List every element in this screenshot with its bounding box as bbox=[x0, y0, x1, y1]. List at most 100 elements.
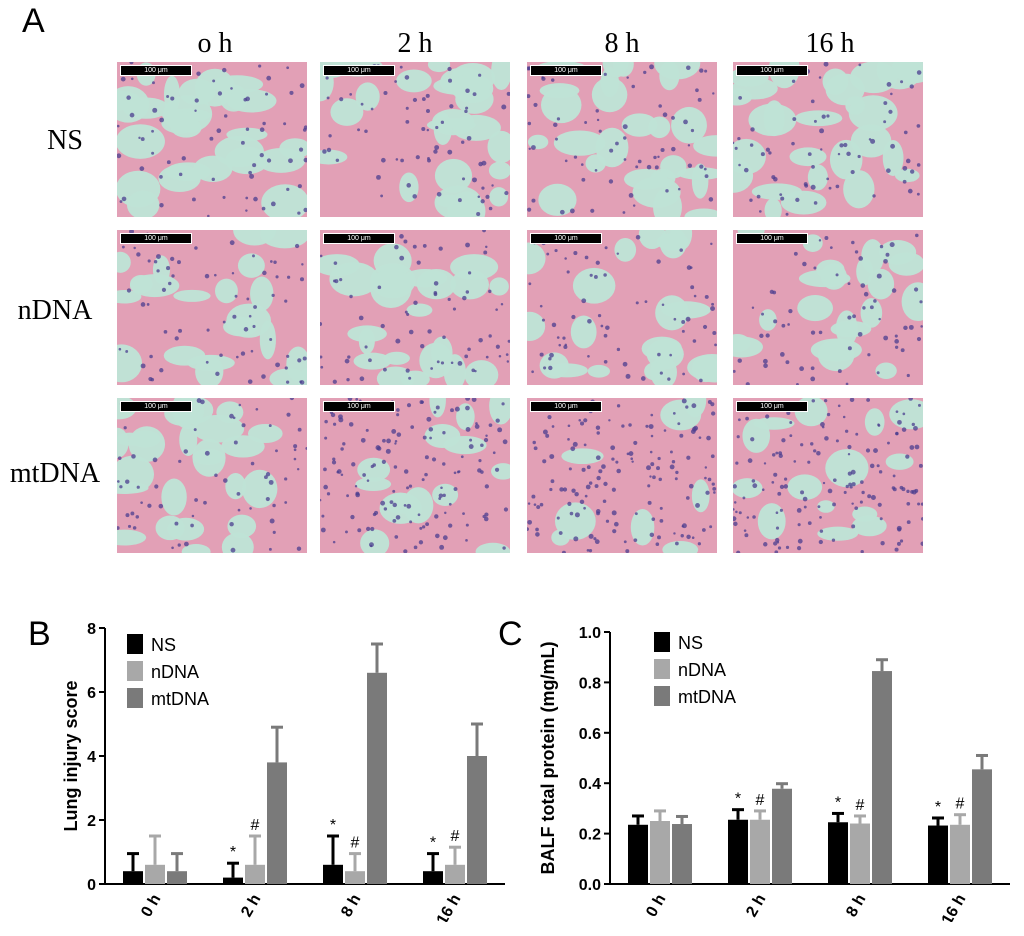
column-label-16h: 16 h bbox=[805, 28, 855, 59]
bar-ns-2 bbox=[828, 822, 848, 884]
significance-mark: # bbox=[956, 796, 965, 813]
micrograph-ndna-3: 100 μm bbox=[733, 230, 923, 385]
bar-ndna-1 bbox=[245, 864, 265, 884]
bar-ns-0 bbox=[628, 824, 648, 884]
bar-ndna-3 bbox=[445, 864, 465, 884]
scale-bar-label: 100 μm bbox=[760, 403, 784, 410]
scale-bar-label: 100 μm bbox=[347, 235, 371, 242]
column-label-8h: 8 h bbox=[604, 28, 640, 59]
y-tick-label: 0.6 bbox=[579, 726, 601, 743]
scale-bar-label: 100 μm bbox=[554, 235, 578, 242]
micrograph-ns-1: 100 μm bbox=[320, 62, 510, 217]
bar-ns-3 bbox=[423, 871, 443, 884]
micrograph-mtdna-3: 100 μm bbox=[733, 398, 923, 553]
significance-mark: # bbox=[251, 817, 260, 834]
lung-tissue-image bbox=[320, 230, 510, 385]
scale-bar: 100 μm bbox=[736, 401, 808, 412]
bar-ndna-0 bbox=[145, 864, 165, 884]
bar-mtdna-1 bbox=[772, 788, 792, 884]
balf-protein-chart: 0.0 0.2 0.4 0.6 0.8 1.0 BALF total protein (mg… bbox=[538, 625, 1010, 923]
row-label-ns: NS bbox=[47, 125, 83, 156]
legend-swatch bbox=[127, 661, 143, 681]
scale-bar: 100 μm bbox=[120, 233, 192, 244]
bar-ns-2 bbox=[323, 864, 343, 884]
bar-ns-1 bbox=[728, 819, 748, 884]
y-tick-label: 0.2 bbox=[579, 827, 601, 844]
significance-mark: * bbox=[230, 844, 236, 861]
lung-tissue-image bbox=[527, 62, 717, 217]
panel-b-letter: B bbox=[28, 615, 51, 653]
scale-bar: 100 μm bbox=[323, 65, 395, 76]
legend-label: NS bbox=[151, 635, 176, 655]
y-axis-label: BALF total protein (mg/mL) bbox=[538, 642, 558, 875]
legend-swatch bbox=[127, 634, 143, 654]
y-tick-label: 4 bbox=[87, 749, 96, 766]
micrograph-ndna-2: 100 μm bbox=[527, 230, 717, 385]
bar-ndna-1 bbox=[750, 819, 770, 884]
scale-bar: 100 μm bbox=[120, 65, 192, 76]
scale-bar-label: 100 μm bbox=[347, 403, 371, 410]
scale-bar-label: 100 μm bbox=[144, 67, 168, 74]
bar-mtdna-2 bbox=[367, 672, 387, 884]
scale-bar: 100 μm bbox=[530, 65, 602, 76]
lung-tissue-image bbox=[320, 398, 510, 553]
y-tick-label: 8 bbox=[87, 622, 96, 638]
y-tick-label: 0 bbox=[87, 877, 96, 894]
scale-bar-label: 100 μm bbox=[554, 403, 578, 410]
micrograph-mtdna-1: 100 μm bbox=[320, 398, 510, 553]
legend-swatch bbox=[654, 686, 670, 706]
significance-mark: # bbox=[351, 835, 360, 852]
bar-ns-0 bbox=[123, 871, 143, 884]
scale-bar: 100 μm bbox=[323, 401, 395, 412]
scale-bar-label: 100 μm bbox=[760, 67, 784, 74]
y-tick-label: 2 bbox=[87, 813, 96, 830]
significance-mark: * bbox=[935, 799, 941, 816]
legend-swatch bbox=[654, 632, 670, 652]
bar-mtdna-0 bbox=[672, 824, 692, 884]
scale-bar: 100 μm bbox=[736, 65, 808, 76]
legend-swatch bbox=[654, 659, 670, 679]
bar-mtdna-2 bbox=[872, 671, 892, 884]
scale-bar-label: 100 μm bbox=[144, 235, 168, 242]
legend-label: mtDNA bbox=[678, 687, 736, 707]
x-tick-label: 8 h bbox=[338, 892, 364, 921]
scale-bar-label: 100 μm bbox=[144, 403, 168, 410]
bar-ndna-0 bbox=[650, 821, 670, 884]
bar-ns-3 bbox=[928, 825, 948, 884]
micrograph-mtdna-0: 100 μm bbox=[117, 398, 307, 553]
legend-label: nDNA bbox=[151, 662, 199, 682]
significance-mark: * bbox=[330, 817, 336, 834]
legend-label: mtDNA bbox=[151, 689, 209, 709]
panel-c-letter: C bbox=[498, 615, 523, 653]
y-tick-label: 0.0 bbox=[579, 877, 601, 894]
x-tick-label: 2 h bbox=[743, 892, 769, 921]
row-label-ndna: nDNA bbox=[17, 295, 93, 326]
bar-ns-1 bbox=[223, 877, 243, 884]
bar-mtdna-1 bbox=[267, 762, 287, 884]
lung-injury-chart: 0 2 4 6 8 Lung injury score * # * # * #0 h 2 h 8 h 16 … bbox=[61, 622, 505, 923]
column-label-0h: o h bbox=[197, 28, 233, 59]
x-tick-label: 16 h bbox=[434, 892, 465, 923]
significance-mark: * bbox=[430, 835, 436, 852]
x-tick-label: 0 h bbox=[138, 892, 164, 921]
micrograph-ndna-1: 100 μm bbox=[320, 230, 510, 385]
x-tick-label: 8 h bbox=[843, 892, 869, 921]
lung-tissue-image bbox=[733, 398, 923, 553]
scale-bar: 100 μm bbox=[736, 233, 808, 244]
scale-bar-label: 100 μm bbox=[554, 67, 578, 74]
micrograph-ns-2: 100 μm bbox=[527, 62, 717, 217]
lung-tissue-image bbox=[117, 230, 307, 385]
scale-bar: 100 μm bbox=[323, 233, 395, 244]
bar-mtdna-3 bbox=[972, 769, 992, 884]
lung-tissue-image bbox=[733, 62, 923, 217]
significance-mark: # bbox=[756, 792, 765, 809]
y-tick-label: 0.4 bbox=[579, 776, 601, 793]
lung-tissue-image bbox=[320, 62, 510, 217]
y-tick-label: 1.0 bbox=[579, 625, 601, 642]
legend-label: nDNA bbox=[678, 660, 726, 680]
x-tick-label: 16 h bbox=[939, 892, 970, 923]
column-label-2h: 2 h bbox=[397, 28, 433, 59]
bar-ndna-2 bbox=[850, 823, 870, 884]
significance-mark: # bbox=[856, 797, 865, 814]
bar-ndna-2 bbox=[345, 871, 365, 884]
